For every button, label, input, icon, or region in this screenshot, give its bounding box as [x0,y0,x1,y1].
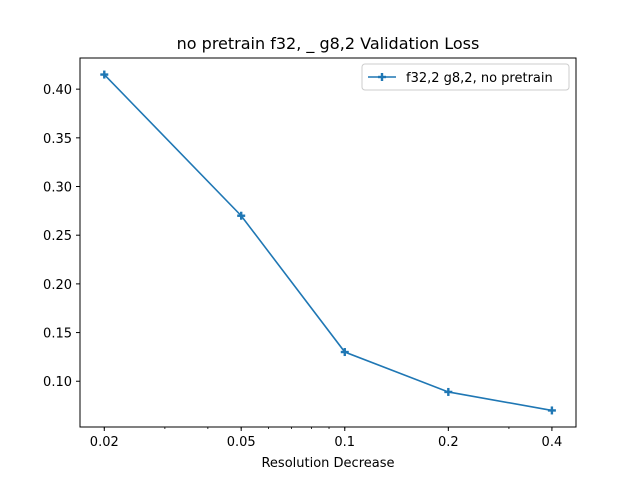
y-tick-label: 0.40 [43,83,72,98]
y-tick-label: 0.35 [43,132,72,147]
y-tick-label: 0.15 [43,327,72,342]
x-axis-label: Resolution Decrease [261,456,394,471]
y-tick-label: 0.20 [43,278,72,293]
y-tick-label: 0.25 [43,229,72,244]
y-tick-label: 0.30 [43,181,72,196]
x-tick-label: 0.02 [90,435,119,450]
plot-area: 0.10 0.15 0.20 0.25 0.30 0.35 0.40 0.02 0.05 0.1 0… [43,70,563,450]
x-tick-label: 0.1 [334,435,355,450]
legend-box [361,63,570,91]
y-tick-label: 0.10 [43,375,72,390]
data-point [547,406,556,415]
x-tick-label: 0.4 [542,435,563,450]
data-point [237,211,246,220]
data-point [100,70,109,79]
data-point [340,348,349,357]
data-point [444,387,453,396]
x-tick-label: 0.2 [438,435,459,450]
axes-frame [79,57,577,428]
legend-label: f32,2 g8,2, no pretrain [406,71,553,86]
chart-title: no pretrain f32, _ g8,2 Validation Loss [177,34,480,54]
x-tick-label: 0.05 [227,435,256,450]
legend: f32,2 g8,2, no pretrain [361,63,570,91]
